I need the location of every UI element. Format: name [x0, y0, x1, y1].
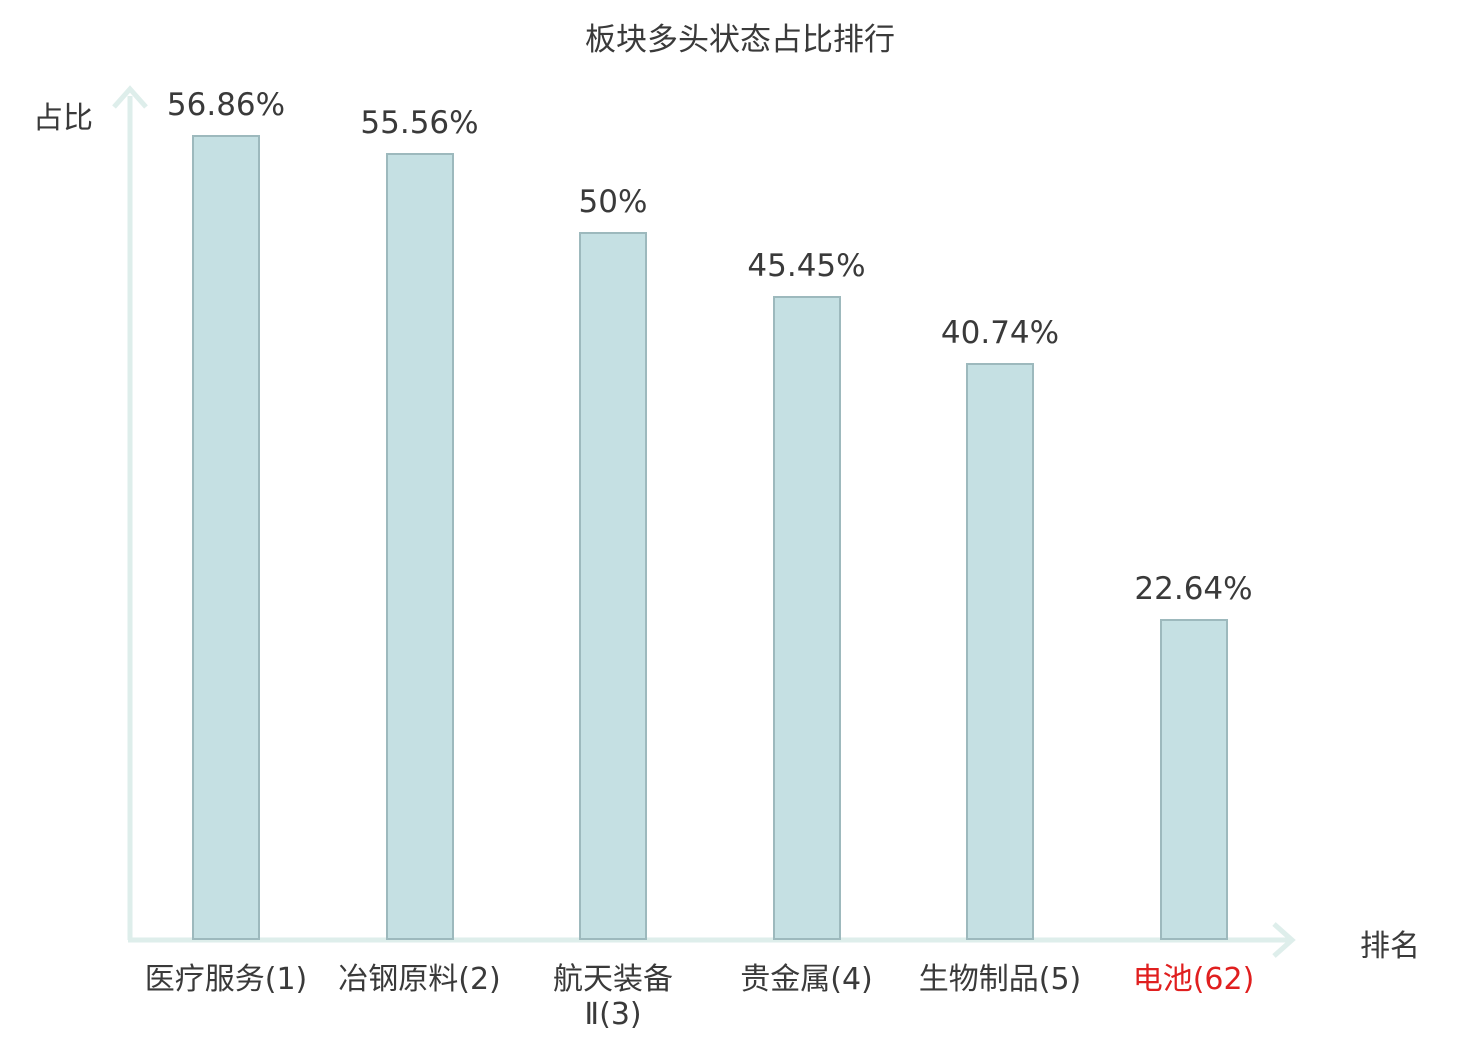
bar [772, 296, 841, 940]
chart-title: 板块多头状态占比排行 [585, 22, 895, 58]
category-label: 航天装备 Ⅱ(3) [553, 962, 673, 1033]
category-label: 电池(62) [1132, 962, 1255, 997]
x-axis-label: 排名 [1360, 929, 1420, 964]
bar-value-label: 45.45% [747, 247, 866, 284]
bar [579, 232, 647, 940]
category-label: 医疗服务(1) [144, 962, 308, 997]
y-axis-label: 占比 [33, 101, 93, 136]
category-label: 冶钢原料(2) [338, 962, 501, 997]
bar-value-label: 56.86% [166, 86, 286, 123]
category-label: 贵金属(4) [740, 962, 873, 997]
bar-value-label: 55.56% [360, 104, 479, 141]
bar [966, 363, 1034, 940]
bar-value-label: 50% [578, 183, 648, 220]
bar-value-label: 22.64% [1134, 570, 1253, 607]
bar [192, 135, 260, 940]
bar-value-label: 40.74% [940, 314, 1060, 351]
bar [1159, 619, 1228, 940]
bar [385, 153, 454, 940]
category-label: 生物制品(5) [918, 962, 1082, 997]
x-axis-arrow-icon [1272, 922, 1296, 958]
y-axis-arrow-icon [112, 85, 148, 109]
